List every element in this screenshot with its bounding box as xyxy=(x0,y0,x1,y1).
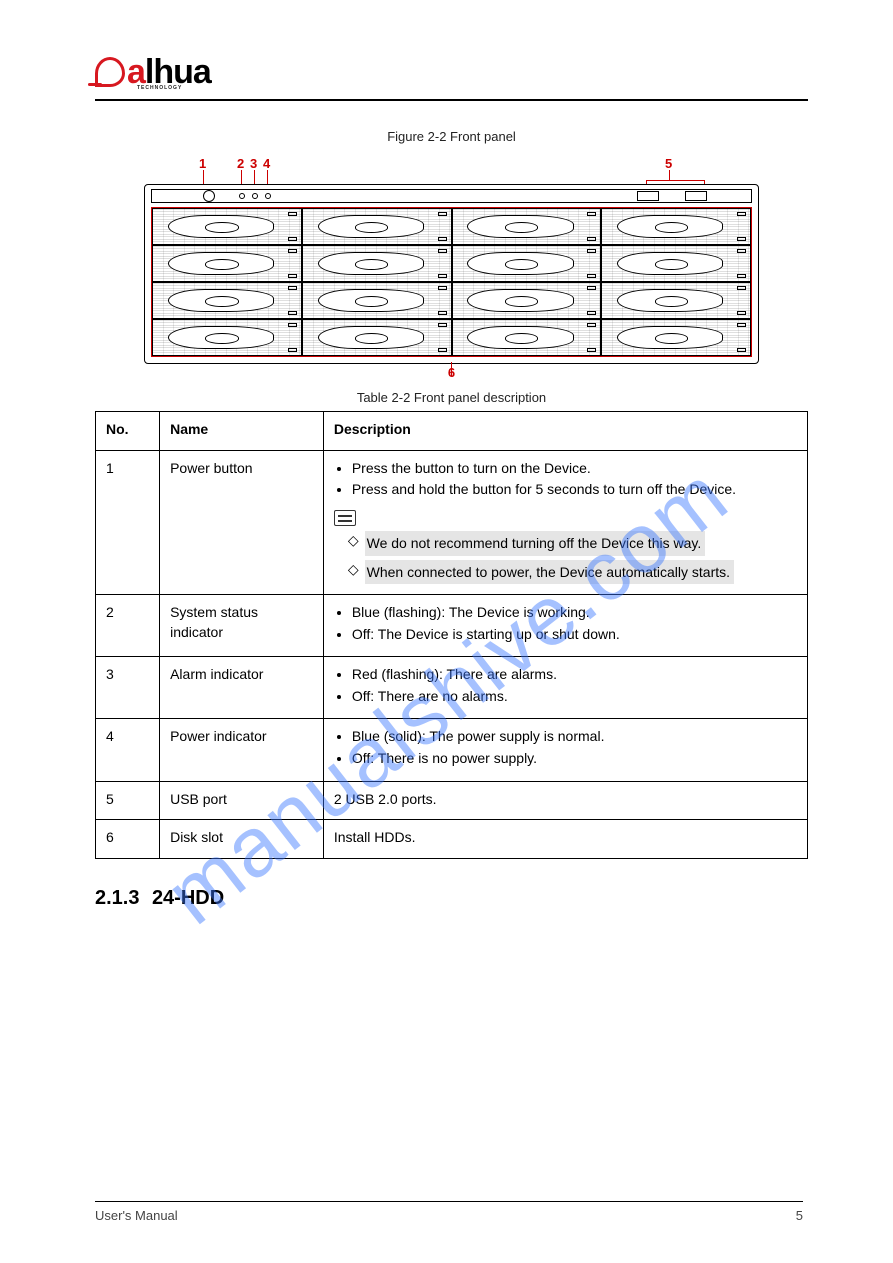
brand-logo: alhua xyxy=(95,55,808,89)
th-no: No. xyxy=(96,412,160,451)
table-header-row: No. Name Description xyxy=(96,412,808,451)
leader-6 xyxy=(451,362,452,376)
logo-a-icon xyxy=(95,57,125,87)
cell-no: 4 xyxy=(96,719,160,781)
disk-bay xyxy=(452,282,602,319)
cell-name: Disk slot xyxy=(160,820,324,859)
table-row: 3 Alarm indicator Red (flashing): There … xyxy=(96,657,808,719)
note-line: We do not recommend turning off the Devi… xyxy=(365,531,706,555)
section-heading: 2.1.3 24-HDD xyxy=(95,887,808,910)
cell-desc: Blue (solid): The power supply is normal… xyxy=(323,719,807,781)
page-footer: User's Manual 5 xyxy=(95,1201,803,1223)
cell-no: 6 xyxy=(96,820,160,859)
desc-line: Red (flashing): There are alarms. xyxy=(352,665,797,685)
note-icon xyxy=(334,510,356,526)
disk-bay xyxy=(601,208,751,245)
disk-bay xyxy=(302,319,452,356)
desc-line: Press and hold the button for 5 seconds … xyxy=(352,480,797,500)
cell-desc: Blue (flashing): The Device is working. … xyxy=(323,594,807,656)
cell-no: 2 xyxy=(96,594,160,656)
bay-grid xyxy=(152,208,751,356)
bay-frame xyxy=(151,207,752,357)
cell-desc: Red (flashing): There are alarms. Off: T… xyxy=(323,657,807,719)
desc-line: Blue (solid): The power supply is normal… xyxy=(352,727,797,747)
table-row: 2 System status indicator Blue (flashing… xyxy=(96,594,808,656)
disk-bay xyxy=(152,282,302,319)
cell-name: USB port xyxy=(160,781,324,820)
power-button-icon xyxy=(203,190,215,202)
callout-5: 5 xyxy=(665,156,672,171)
disk-bay xyxy=(452,208,602,245)
section-number: 2.1.3 xyxy=(95,887,139,909)
alarm-led-icon xyxy=(252,193,258,199)
callout-4: 4 xyxy=(263,156,270,171)
cell-no: 3 xyxy=(96,657,160,719)
cell-name: Alarm indicator xyxy=(160,657,324,719)
usb-port-icon xyxy=(637,191,659,201)
desc-line: Off: There is no power supply. xyxy=(352,749,797,769)
desc-line: Blue (flashing): The Device is working. xyxy=(352,603,797,623)
logo-subtext: TECHNOLOGY xyxy=(137,85,808,91)
cell-no: 1 xyxy=(96,450,160,594)
section-title: 24-HDD xyxy=(152,887,224,909)
desc-line: Press the button to turn on the Device. xyxy=(352,459,797,479)
cell-desc: Install HDDs. xyxy=(323,820,807,859)
footer-left: User's Manual xyxy=(95,1208,178,1223)
footer-page-number: 5 xyxy=(796,1208,803,1223)
table-caption: Table 2-2 Front panel description xyxy=(95,390,808,405)
usb-port-icon xyxy=(685,191,707,201)
leader-5h xyxy=(646,180,705,181)
logo-text: alhua xyxy=(127,55,211,89)
desc-line: Off: There are no alarms. xyxy=(352,687,797,707)
cell-name: Power indicator xyxy=(160,719,324,781)
callout-3: 3 xyxy=(250,156,257,171)
disk-bay xyxy=(302,208,452,245)
cell-no: 5 xyxy=(96,781,160,820)
table-row: 1 Power button Press the button to turn … xyxy=(96,450,808,594)
header-rule xyxy=(95,99,808,101)
cell-name: Power button xyxy=(160,450,324,594)
table-row: 5 USB port 2 USB 2.0 ports. xyxy=(96,781,808,820)
status-led-icon xyxy=(239,193,245,199)
disk-bay xyxy=(152,245,302,282)
th-desc: Description xyxy=(323,412,807,451)
disk-bay xyxy=(152,319,302,356)
cell-desc: Press the button to turn on the Device. … xyxy=(323,450,807,594)
leader-5v xyxy=(669,170,670,180)
disk-bay xyxy=(601,245,751,282)
disk-bay xyxy=(601,282,751,319)
figure-caption: Figure 2-2 Front panel xyxy=(95,129,808,144)
disk-bay xyxy=(152,208,302,245)
disk-bay xyxy=(452,245,602,282)
disk-bay xyxy=(302,282,452,319)
disk-bay xyxy=(601,319,751,356)
callout-2: 2 xyxy=(237,156,244,171)
page: manualshive.com alhua TECHNOLOGY Figure … xyxy=(0,0,893,1263)
disk-bay xyxy=(452,319,602,356)
desc-line: Off: The Device is starting up or shut d… xyxy=(352,625,797,645)
spec-table: No. Name Description 1 Power button Pres… xyxy=(95,411,808,859)
disk-bay xyxy=(302,245,452,282)
table-row: 4 Power indicator Blue (solid): The powe… xyxy=(96,719,808,781)
cell-name: System status indicator xyxy=(160,594,324,656)
chassis-outline xyxy=(144,184,759,364)
note-line: When connected to power, the Device auto… xyxy=(365,560,734,584)
callout-1: 1 xyxy=(199,156,206,171)
cell-desc: 2 USB 2.0 ports. xyxy=(323,781,807,820)
th-name: Name xyxy=(160,412,324,451)
table-row: 6 Disk slot Install HDDs. xyxy=(96,820,808,859)
power-led-icon xyxy=(265,193,271,199)
front-panel-figure: 1 2 3 4 5 xyxy=(144,156,759,368)
